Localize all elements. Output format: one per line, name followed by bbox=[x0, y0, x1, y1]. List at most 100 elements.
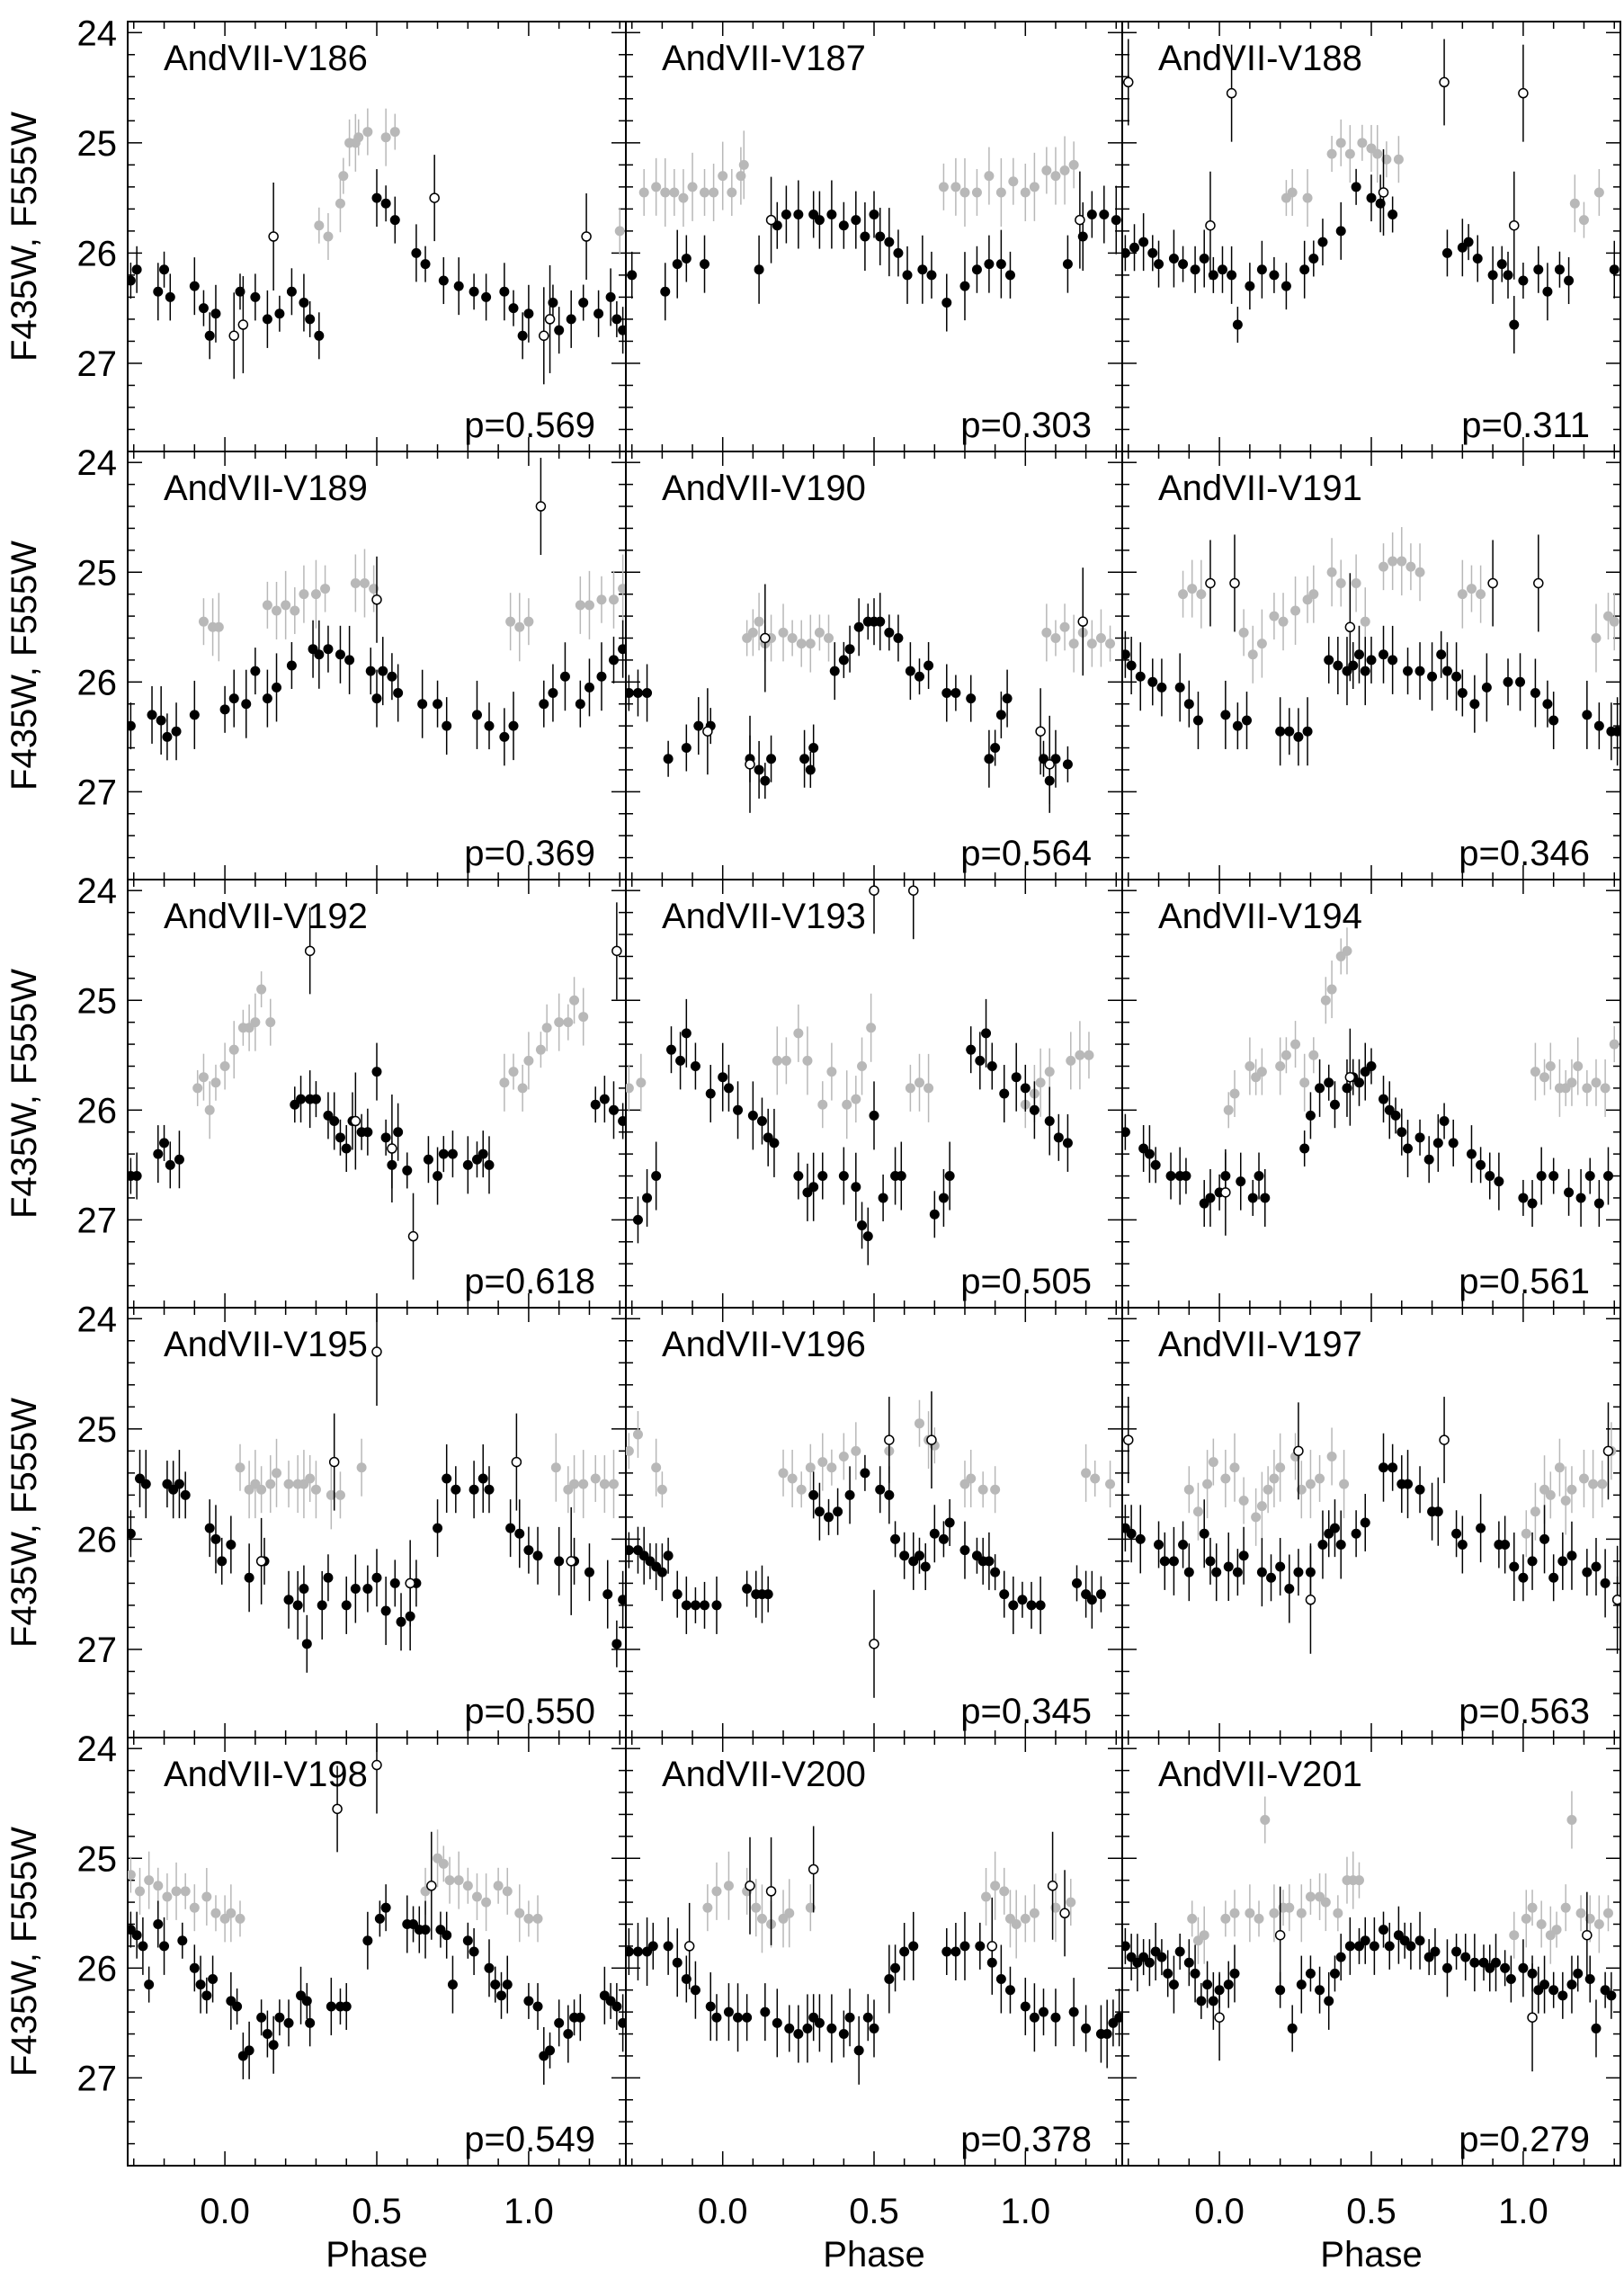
f435w-point bbox=[1044, 1067, 1055, 1077]
panel-title: AndVII-V196 bbox=[662, 1325, 866, 1364]
f555w-point bbox=[1476, 1159, 1486, 1170]
f435w-point bbox=[523, 1913, 534, 1924]
f555w-point bbox=[754, 764, 764, 775]
f555w-point bbox=[159, 264, 170, 275]
panel-title: AndVII-V186 bbox=[164, 39, 368, 78]
f555w-point bbox=[1451, 671, 1462, 682]
f555w-point bbox=[362, 1935, 373, 1946]
f435w-point bbox=[1393, 154, 1404, 165]
f555w-point bbox=[1441, 666, 1452, 676]
f435w-point bbox=[1090, 1473, 1101, 1484]
y-tick-label: 25 bbox=[77, 124, 118, 164]
f435w-point bbox=[1342, 945, 1352, 956]
f555w-point bbox=[1086, 1595, 1097, 1605]
f555w-point bbox=[508, 303, 519, 314]
rejected-point bbox=[1077, 616, 1088, 627]
rejected-point bbox=[1344, 621, 1356, 633]
f435w-point bbox=[1287, 187, 1298, 198]
f555w-point bbox=[944, 1517, 955, 1528]
panel-andvii-v192: AndVII-V192 p=0.618 bbox=[127, 879, 627, 1309]
f555w-point bbox=[1518, 275, 1529, 286]
data-points bbox=[128, 458, 626, 766]
rejected-point bbox=[304, 945, 316, 957]
f555w-point bbox=[1427, 671, 1438, 682]
rejected-point bbox=[1205, 577, 1216, 589]
f435w-point bbox=[590, 1473, 601, 1484]
f555w-point bbox=[244, 1572, 254, 1583]
f555w-point bbox=[618, 644, 626, 655]
y-tick-label: 26 bbox=[77, 1949, 118, 1988]
f555w-point bbox=[433, 1523, 443, 1533]
f555w-point bbox=[1423, 1154, 1434, 1165]
f555w-point bbox=[1011, 1072, 1022, 1083]
f435w-point bbox=[1229, 1088, 1240, 1099]
f435w-point bbox=[198, 616, 209, 627]
f555w-point bbox=[672, 1589, 683, 1600]
f555w-point bbox=[718, 1072, 728, 1083]
f555w-point bbox=[159, 1941, 170, 1952]
f555w-point bbox=[1202, 1980, 1213, 1990]
f555w-point bbox=[950, 1946, 961, 1957]
panel-andvii-v201: AndVII-V201 p=0.279 bbox=[1121, 1737, 1621, 2167]
f555w-point bbox=[875, 1484, 886, 1495]
f435w-point bbox=[950, 182, 961, 192]
y-tick-label: 24 bbox=[77, 1300, 118, 1339]
rejected-point bbox=[1293, 1445, 1304, 1457]
f555w-point bbox=[651, 1171, 662, 1182]
f435w-point bbox=[959, 187, 970, 198]
f555w-point bbox=[144, 1980, 155, 1990]
f555w-point bbox=[884, 1974, 895, 1985]
rejected-point bbox=[405, 1577, 415, 1589]
f555w-point bbox=[453, 281, 464, 291]
f435w-point bbox=[826, 1462, 837, 1473]
rejected-point bbox=[1059, 1908, 1070, 1919]
f555w-point bbox=[1163, 1968, 1173, 1979]
rejected-point bbox=[1047, 1881, 1058, 1891]
y-tick-label: 26 bbox=[77, 234, 118, 273]
f555w-point bbox=[451, 1484, 461, 1495]
f555w-point bbox=[1476, 1523, 1486, 1533]
f555w-point bbox=[189, 281, 200, 291]
x-axis-title: Phase bbox=[823, 2235, 924, 2270]
f435w-point bbox=[796, 1484, 807, 1495]
f555w-point bbox=[793, 209, 804, 219]
rejected-point bbox=[535, 501, 547, 512]
f555w-point bbox=[1147, 676, 1158, 687]
f555w-point bbox=[165, 1159, 175, 1170]
f555w-point bbox=[1548, 1171, 1559, 1182]
f555w-point bbox=[323, 644, 334, 655]
f555w-point bbox=[210, 1533, 221, 1544]
f435w-point bbox=[305, 1473, 316, 1484]
f555w-point bbox=[1518, 1572, 1529, 1583]
f555w-point bbox=[984, 754, 995, 764]
f435w-point bbox=[1050, 171, 1061, 182]
f555w-point bbox=[590, 1099, 601, 1110]
rejected-point bbox=[1044, 759, 1055, 770]
f435w-point bbox=[554, 1017, 565, 1028]
f555w-point bbox=[1379, 649, 1389, 660]
f435w-point bbox=[1068, 159, 1079, 170]
f555w-point bbox=[268, 2040, 279, 2051]
f555w-point bbox=[1369, 1941, 1379, 1952]
f555w-point bbox=[484, 1962, 495, 1973]
f555w-point bbox=[217, 1556, 228, 1567]
panel-andvii-v186: AndVII-V186 p=0.569 bbox=[127, 21, 627, 452]
f555w-point bbox=[1388, 209, 1398, 219]
f435w-point bbox=[1545, 1489, 1556, 1500]
f555w-point bbox=[1154, 259, 1164, 270]
f435w-point bbox=[189, 1902, 200, 1913]
f435w-point bbox=[1256, 639, 1267, 649]
f555w-point bbox=[138, 1941, 148, 1952]
f435w-point bbox=[802, 1055, 813, 1066]
f435w-point bbox=[778, 1468, 789, 1479]
f555w-point bbox=[1366, 655, 1377, 666]
panel-andvii-v188: AndVII-V188 p=0.311 bbox=[1121, 21, 1621, 452]
f435w-point bbox=[1357, 138, 1368, 148]
f435w-point bbox=[569, 1479, 580, 1489]
f555w-point bbox=[1020, 1083, 1031, 1094]
f555w-point bbox=[326, 2001, 336, 2012]
data-points bbox=[1122, 1397, 1620, 1654]
f555w-point bbox=[902, 270, 913, 281]
f555w-point bbox=[548, 688, 558, 699]
f435w-point bbox=[1059, 621, 1070, 632]
